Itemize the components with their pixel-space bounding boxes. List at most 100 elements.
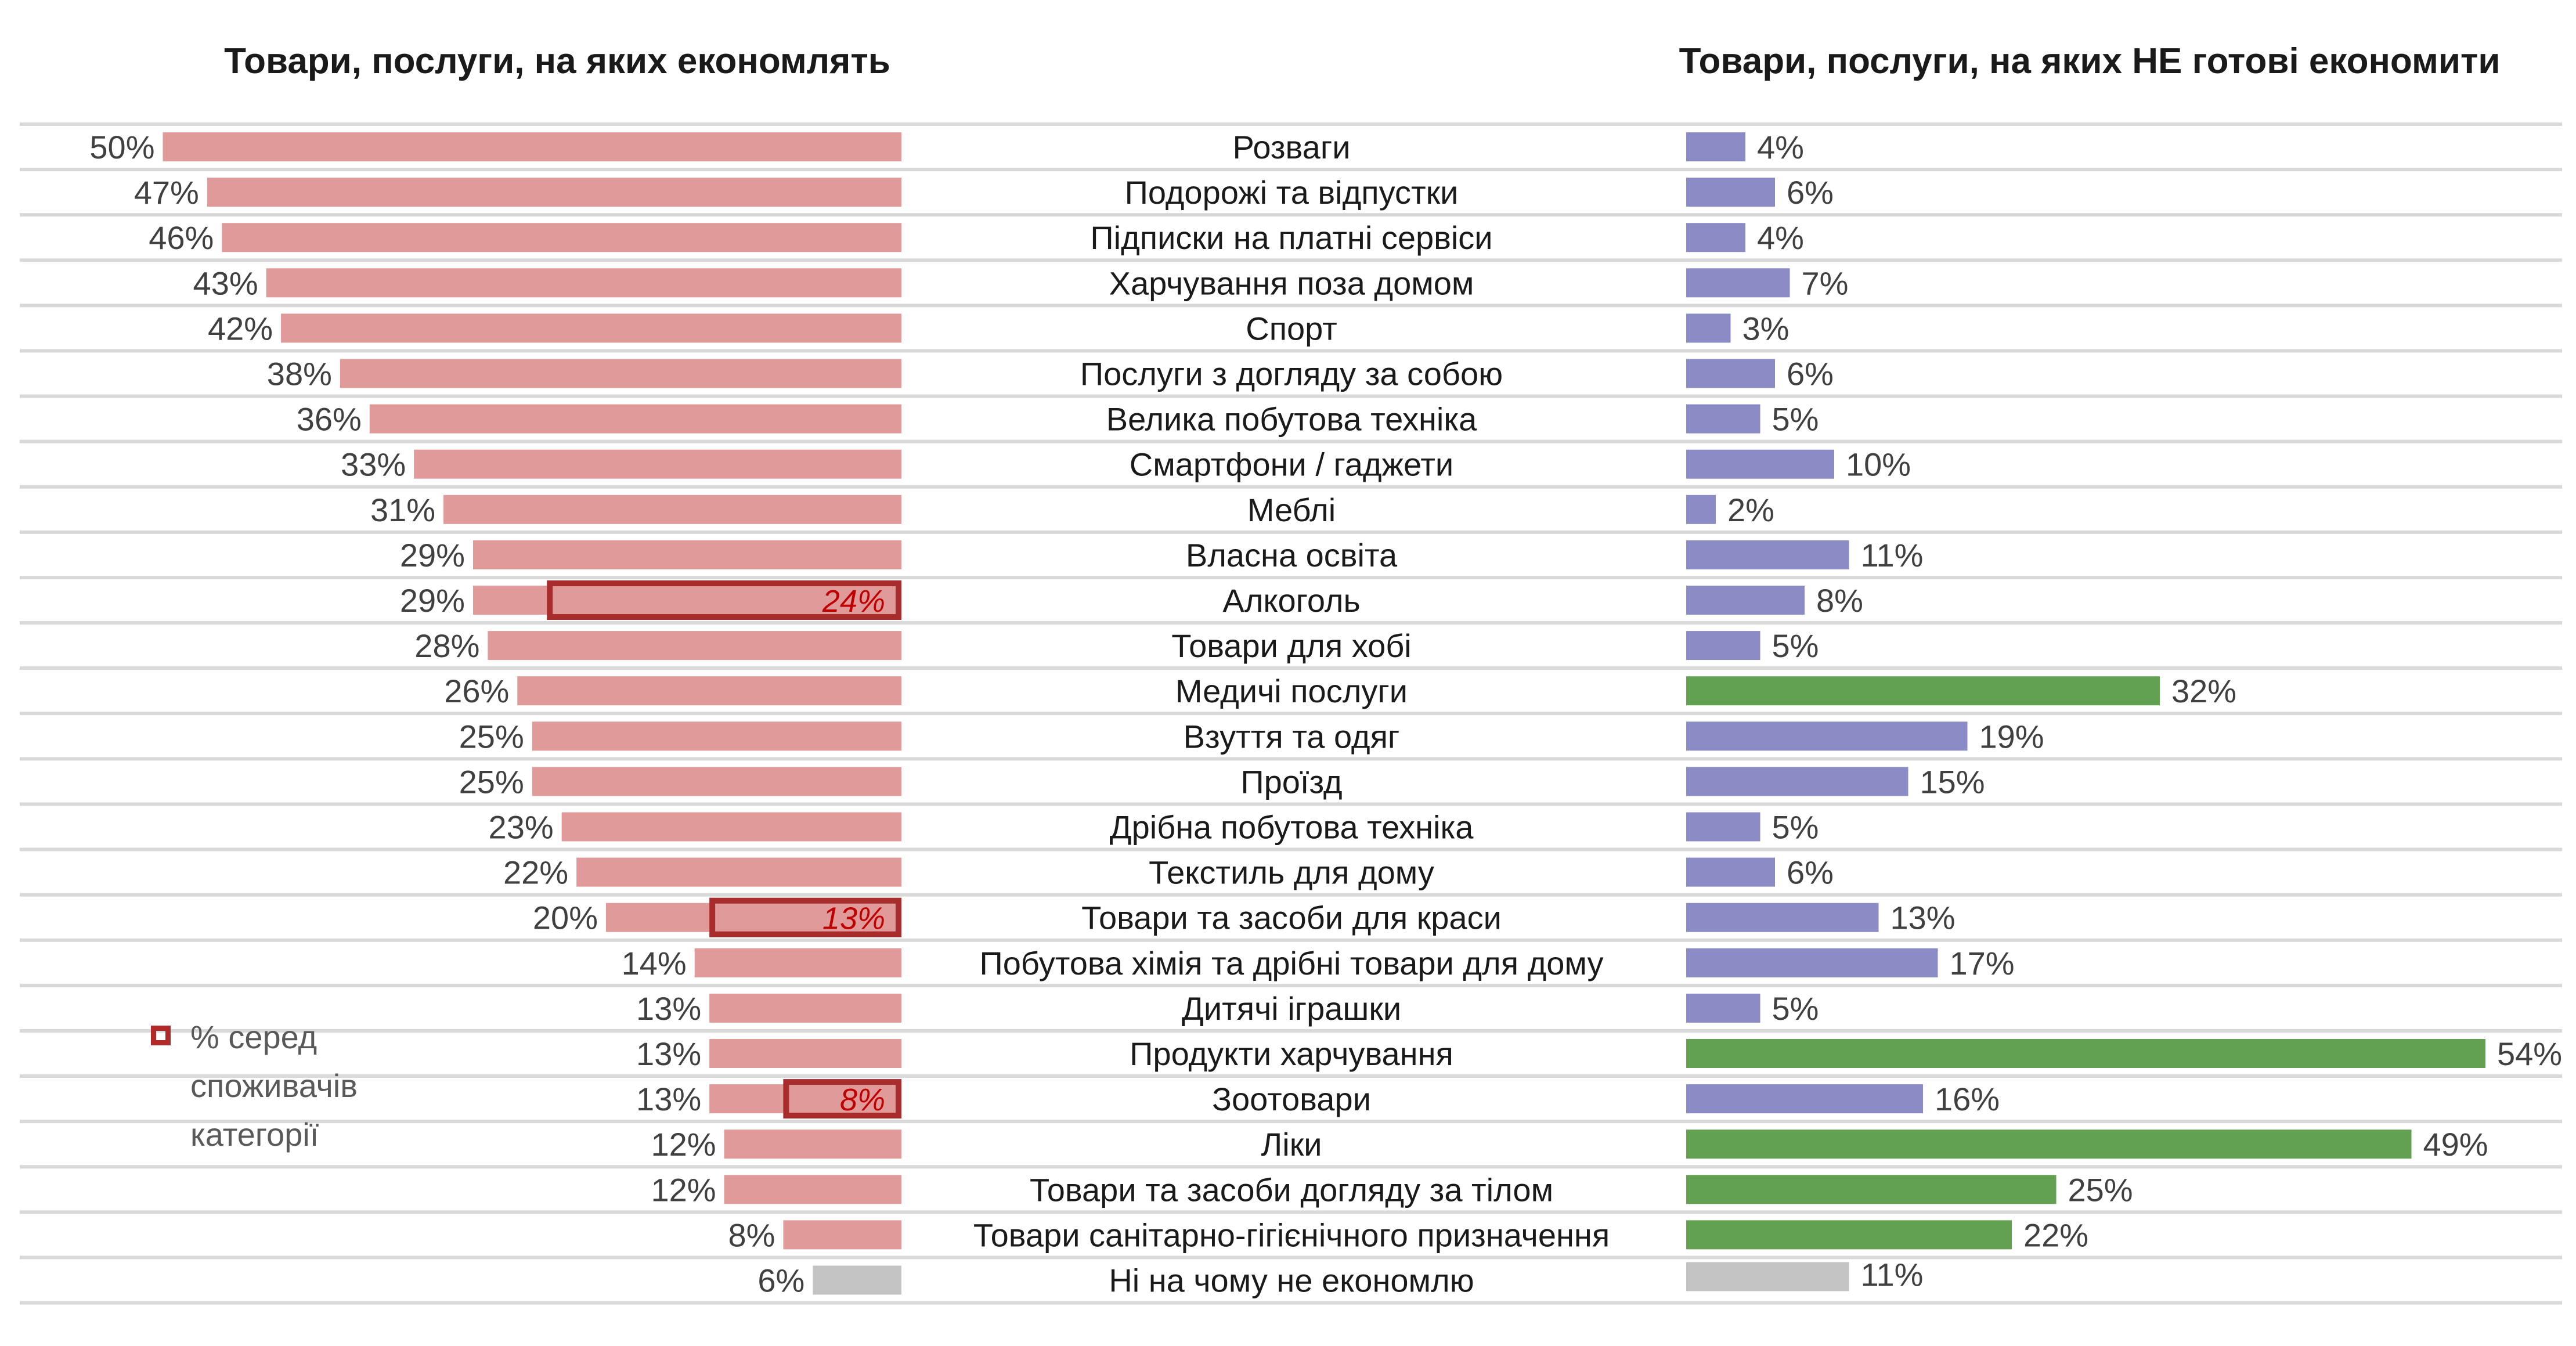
- right-value-label: 3%: [1742, 310, 1790, 347]
- category-label: Ліки: [1261, 1126, 1322, 1163]
- right-value-label: 15%: [1920, 763, 1985, 800]
- grid-line: [20, 439, 2562, 443]
- category-label: Меблі: [1247, 492, 1336, 528]
- category-label: Медичі послуги: [1175, 673, 1408, 709]
- right-bar: [1686, 223, 1745, 252]
- left-value-label: 25%: [459, 718, 524, 755]
- grid-line: [20, 666, 2562, 670]
- legend: % серед споживачів категорії: [151, 1013, 434, 1159]
- left-value-label: 29%: [400, 582, 465, 619]
- right-value-label: 16%: [1935, 1081, 2000, 1117]
- left-bar: [472, 586, 901, 615]
- right-value-label: 10%: [1846, 446, 1911, 483]
- right-value-label: 6%: [1787, 356, 1834, 392]
- left-value-label: 36%: [297, 401, 362, 438]
- left-bar: [606, 903, 901, 932]
- grid-line: [20, 1210, 2562, 1214]
- left-bar: [709, 1084, 901, 1114]
- right-bar: [1686, 586, 1805, 615]
- right-bar: [1686, 767, 1908, 796]
- category-label: Побутова хімія та дрібні товари для дому: [979, 945, 1603, 981]
- grid-line: [20, 938, 2562, 942]
- right-bar: [1686, 631, 1760, 661]
- grid-line: [20, 485, 2562, 489]
- right-bar: [1686, 993, 1760, 1023]
- grid-line: [20, 802, 2562, 806]
- left-value-label: 25%: [459, 763, 524, 800]
- grid-line: [20, 847, 2562, 851]
- category-label: Товари санітарно-гігієнічного призначенн…: [973, 1217, 1610, 1253]
- right-bar: [1686, 178, 1775, 207]
- left-value-label: 22%: [503, 854, 568, 891]
- left-value-label: 23%: [489, 809, 554, 846]
- right-bar: [1686, 1084, 1923, 1114]
- right-bar: [1686, 1262, 1849, 1291]
- left-bar: [414, 449, 901, 479]
- right-bar: [1686, 903, 1879, 932]
- right-value-label: 19%: [1979, 718, 2044, 755]
- right-bar: [1686, 812, 1760, 842]
- right-value-label: 32%: [2171, 673, 2236, 709]
- category-label: Товари та засоби догляду за тілом: [1030, 1171, 1553, 1208]
- left-bar: [369, 404, 901, 434]
- right-value-label: 5%: [1772, 809, 1819, 846]
- left-bar: [266, 268, 901, 298]
- grid-line: [20, 349, 2562, 353]
- category-label: Зоотовари: [1212, 1081, 1371, 1117]
- right-value-label: 4%: [1757, 219, 1804, 256]
- right-bar: [1686, 721, 1968, 751]
- category-label: Проїзд: [1240, 763, 1342, 800]
- category-label: Підписки на платні сервіси: [1090, 219, 1492, 256]
- right-value-label: 54%: [2497, 1035, 2562, 1072]
- grid-line: [20, 1074, 2562, 1078]
- category-label: Дитячі іграшки: [1182, 990, 1401, 1027]
- left-value-label: 13%: [636, 1081, 701, 1117]
- category-label: Розваги: [1232, 129, 1350, 165]
- left-bar: [724, 1130, 901, 1159]
- right-bar: [1686, 1175, 2057, 1204]
- grid-line: [20, 258, 2562, 262]
- grid-line: [20, 983, 2562, 987]
- right-value-label: 5%: [1772, 990, 1819, 1027]
- category-label: Алкоголь: [1222, 582, 1360, 619]
- right-bar: [1686, 1130, 2412, 1159]
- left-bar: [576, 857, 901, 887]
- left-bar: [443, 495, 901, 524]
- left-value-label: 13%: [636, 1035, 701, 1072]
- grid-line: [20, 1301, 2562, 1305]
- left-value-label: 46%: [149, 219, 214, 256]
- right-bar: [1686, 1039, 2485, 1068]
- right-value-label: 2%: [1727, 492, 1774, 528]
- left-panel-title: Товари, послуги, на яких економлять: [224, 41, 890, 81]
- left-value-label: 12%: [651, 1126, 716, 1163]
- left-bar: [222, 223, 901, 252]
- left-bar: [709, 993, 901, 1023]
- right-bar: [1686, 495, 1716, 524]
- right-value-label: 6%: [1787, 854, 1834, 891]
- grid-line: [20, 213, 2562, 217]
- left-value-label: 29%: [400, 537, 465, 573]
- right-value-label: 5%: [1772, 401, 1819, 438]
- grid-line: [20, 621, 2562, 625]
- right-value-label: 8%: [1816, 582, 1863, 619]
- left-bar: [207, 178, 902, 207]
- left-value-label: 26%: [444, 673, 509, 709]
- grid-line: [20, 893, 2562, 897]
- left-bar: [724, 1175, 901, 1204]
- category-label: Послуги з догляду за собою: [1080, 356, 1503, 392]
- category-label: Товари та засоби для краси: [1081, 900, 1502, 936]
- grid-line: [20, 1255, 2562, 1260]
- left-value-label: 43%: [193, 265, 258, 301]
- right-bar: [1686, 404, 1760, 434]
- grid-line: [20, 712, 2562, 716]
- category-label: Текстиль для дому: [1149, 854, 1434, 891]
- highlight-value-label: 24%: [822, 584, 885, 619]
- left-bar: [472, 540, 901, 569]
- category-label: Велика побутова техніка: [1106, 401, 1477, 438]
- right-bar: [1686, 449, 1834, 479]
- left-bar: [517, 676, 901, 706]
- right-bar: [1686, 313, 1731, 343]
- left-bar: [709, 1039, 901, 1068]
- category-label: Товари для хобі: [1171, 627, 1412, 664]
